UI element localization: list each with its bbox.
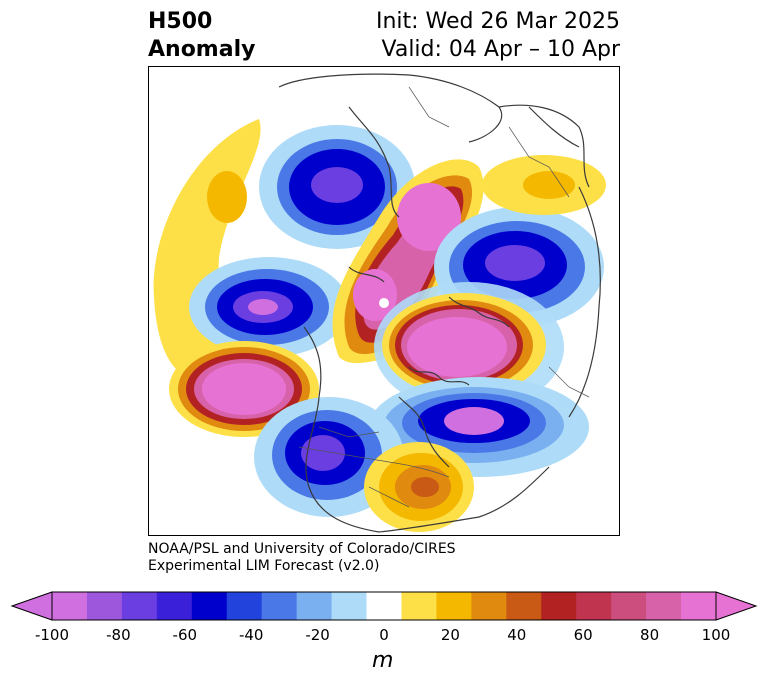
colorbar bbox=[10, 591, 758, 621]
field-name: Anomaly bbox=[148, 37, 256, 62]
colorbar-tick-label: -20 bbox=[305, 626, 330, 644]
colorbar-tick-label: 100 bbox=[701, 626, 731, 644]
colorbar-segment bbox=[226, 592, 263, 620]
anomaly-positive-arctic-max bbox=[397, 183, 461, 251]
colorbar-segment bbox=[541, 592, 577, 620]
colorbar-segment bbox=[471, 592, 507, 620]
variable-name: H500 bbox=[148, 9, 213, 34]
colorbar-segment bbox=[506, 592, 542, 620]
colorbar-tick-label: -60 bbox=[172, 626, 198, 644]
colorbar-segment bbox=[366, 592, 402, 620]
anomaly-negative-siberia-4 bbox=[311, 167, 363, 203]
colorbar-border bbox=[51, 591, 717, 621]
anomaly-positive-east-2 bbox=[523, 171, 575, 199]
anomaly-negative-atlantic-max bbox=[444, 407, 504, 435]
colorbar-unit: m bbox=[372, 648, 394, 673]
colorbar-segment bbox=[296, 592, 333, 620]
colorbar-tick-label: 40 bbox=[507, 626, 527, 644]
borders bbox=[298, 86, 590, 508]
anomaly-negative-europe-4 bbox=[485, 245, 545, 281]
anomaly-positive-aleutian-max bbox=[202, 363, 286, 415]
anomaly-negative-pacific-5 bbox=[248, 299, 278, 315]
title-left: H500 Anomaly bbox=[148, 8, 255, 64]
anomaly-positive-inner-west bbox=[207, 171, 247, 223]
credit-line-2: Experimental LIM Forecast (v2.0) bbox=[148, 558, 380, 574]
colorbar-segment bbox=[401, 592, 437, 620]
colorbar-segment bbox=[436, 592, 472, 620]
colorbar-segment bbox=[52, 592, 88, 620]
colorbar-segment bbox=[611, 592, 647, 620]
colorbar-segment bbox=[86, 592, 123, 620]
colorbar-segment bbox=[646, 592, 682, 620]
anomaly-positive-atlantic-max bbox=[407, 317, 507, 377]
colorbar-segment bbox=[331, 592, 368, 620]
valid-range: Valid: 04 Apr – 10 Apr bbox=[381, 37, 621, 62]
colorbar-extend-high bbox=[715, 591, 758, 621]
colorbar-tick-label: 0 bbox=[379, 626, 389, 644]
north-pole-marker bbox=[379, 298, 389, 308]
colorbar-tick-label: 60 bbox=[573, 626, 593, 644]
map-svg bbox=[153, 73, 606, 533]
colorbar-tick-label: -40 bbox=[238, 626, 264, 644]
colorbar-extend-low bbox=[10, 591, 53, 621]
anomaly-map bbox=[148, 66, 620, 536]
colorbar-segment bbox=[121, 592, 158, 620]
init-date: Init: Wed 26 Mar 2025 bbox=[375, 9, 620, 34]
anomaly-negative-wna-4 bbox=[301, 435, 345, 471]
colorbar-ticks: -100 -80 -60 -40 -20 0 20 40 60 80 100 bbox=[0, 626, 768, 648]
colorbar-segment bbox=[156, 592, 193, 620]
colorbar-tick-label: 20 bbox=[440, 626, 460, 644]
anomaly-positive-eus-4 bbox=[411, 477, 439, 497]
credit-line-1: NOAA/PSL and University of Colorado/CIRE… bbox=[148, 541, 456, 557]
title-right: Init: Wed 26 Mar 2025 Valid: 04 Apr – 10… bbox=[376, 8, 620, 64]
coastlines bbox=[278, 73, 601, 533]
colorbar-segment bbox=[681, 592, 717, 620]
colorbar-tick-label: 80 bbox=[640, 626, 660, 644]
colorbar-tick-label: -100 bbox=[34, 626, 70, 644]
colorbar-segment bbox=[576, 592, 612, 620]
credit-text: NOAA/PSL and University of Colorado/CIRE… bbox=[148, 541, 456, 575]
anomaly-positive-pole-max bbox=[353, 269, 397, 321]
colorbar-segment bbox=[261, 592, 298, 620]
colorbar-tick-label: -80 bbox=[106, 626, 131, 644]
colorbar-segment bbox=[191, 592, 228, 620]
